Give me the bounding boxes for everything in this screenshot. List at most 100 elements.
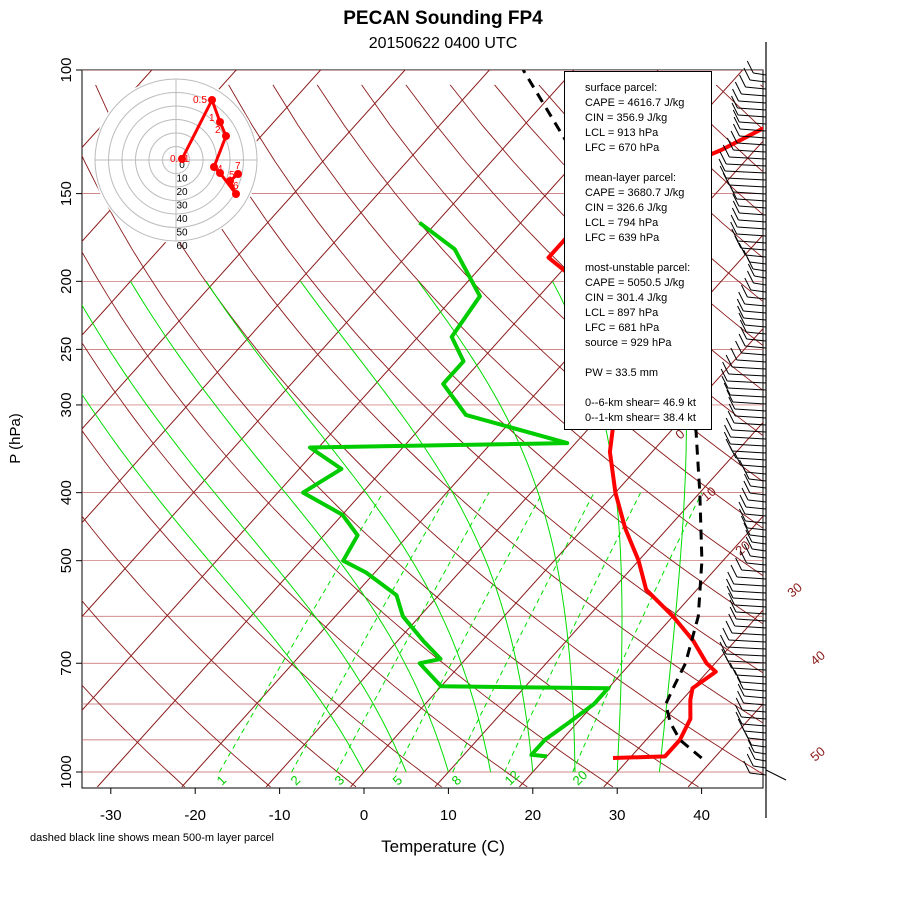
wind-barb	[726, 137, 734, 151]
wind-barb	[732, 200, 740, 214]
moist-adiabat-line	[417, 281, 576, 772]
wind-barb	[741, 569, 767, 573]
mu-source: source = 929 hPa	[585, 337, 672, 349]
wind-barb	[741, 723, 767, 727]
wind-barb	[743, 67, 751, 81]
isotherm-line	[434, 421, 763, 788]
wind-barb	[731, 667, 767, 671]
wind-barb	[725, 620, 733, 634]
wind-barb	[739, 121, 767, 125]
dry-adiabat-line	[715, 84, 763, 130]
mixing-ratio-label: 5	[390, 772, 406, 788]
moist-adiabat-line	[82, 393, 365, 773]
wind-barb	[732, 193, 740, 207]
isotherm-label: 40	[807, 648, 828, 669]
mean-lfc: LFC = 639 hPa	[585, 232, 660, 244]
wind-barb	[726, 585, 734, 599]
x-tick-label: -20	[184, 807, 206, 824]
mu-lfc: LFC = 681 hPa	[585, 322, 660, 334]
wind-barb	[734, 422, 767, 426]
wind-barb	[740, 550, 747, 564]
y-tick-label: 500	[58, 548, 75, 573]
wind-barb	[733, 116, 741, 130]
shear-0-1km: 0--1-km shear= 38.4 kt	[585, 412, 696, 424]
wind-barb	[743, 480, 751, 494]
hodograph-ring-label: 40	[176, 214, 188, 225]
wind-barb	[734, 81, 742, 95]
wind-barb	[727, 380, 767, 384]
wind-barb	[738, 291, 746, 305]
wind-barb	[739, 135, 767, 139]
y-tick-label: 300	[58, 392, 75, 417]
wind-barb	[743, 310, 767, 314]
wind-barb	[734, 452, 742, 466]
mixing-ratio-line	[335, 492, 490, 773]
hodograph-point	[216, 169, 224, 177]
wind-barb	[733, 597, 767, 601]
y-tick-label: 150	[58, 181, 75, 206]
wind-barb	[735, 415, 767, 419]
wind-barb	[745, 471, 767, 475]
wind-barb	[745, 529, 753, 543]
mixing-ratio-label: 1	[214, 772, 230, 788]
wind-barb	[725, 653, 767, 657]
wind-barb	[732, 429, 767, 433]
wind-barb	[750, 555, 767, 559]
surface-cin: CIN = 356.9 J/kg	[585, 112, 668, 124]
wind-barb	[743, 317, 767, 321]
mixing-ratio-lines	[82, 281, 703, 773]
y-tick-label: 1000	[58, 755, 75, 788]
wind-barb	[753, 72, 767, 76]
wind-barb	[730, 130, 738, 144]
mixing-ratio-label: 2	[288, 772, 304, 788]
wind-barb	[738, 219, 767, 223]
wind-barbs	[718, 42, 787, 818]
wind-barb	[737, 683, 745, 697]
mean-parcel-profile	[521, 70, 704, 760]
y-tick-label: 700	[58, 651, 75, 676]
wind-barb	[726, 578, 733, 592]
x-axis-label: Temperature (C)	[381, 837, 505, 856]
wind-barb	[737, 240, 767, 244]
wind-barb	[731, 95, 738, 109]
wind-barb	[738, 501, 746, 515]
dry-adiabat-line	[316, 84, 763, 529]
wind-barb	[744, 730, 767, 734]
wind-barb	[750, 485, 767, 489]
wind-barb	[744, 695, 767, 699]
dry-adiabat-line	[760, 84, 763, 88]
mean-cin: CIN = 326.6 J/kg	[585, 202, 668, 214]
wind-barb	[747, 527, 767, 531]
x-tick-label: -10	[269, 807, 291, 824]
x-tick-label: 20	[524, 807, 541, 824]
wind-barb	[727, 571, 735, 585]
hodograph: 0 10 20 30 40 50 60 0.01 0.512 456 7	[93, 77, 259, 252]
y-tick-label: 250	[58, 337, 75, 362]
wind-barb	[736, 618, 767, 622]
dry-adiabat-line	[82, 341, 528, 788]
isotherm-label: 50	[807, 744, 828, 765]
wind-barb	[728, 639, 767, 643]
hodograph-point-label: 2	[215, 125, 221, 136]
wind-barb	[752, 548, 767, 552]
mu-cape: CAPE = 5050.5 J/kg	[585, 277, 685, 289]
wind-barb	[747, 737, 767, 741]
wind-barb	[733, 669, 741, 683]
hodograph-point	[210, 163, 218, 171]
wind-barb	[726, 646, 767, 650]
hodograph-point	[234, 170, 242, 178]
wind-barb	[754, 751, 767, 755]
wind-barb	[738, 508, 746, 522]
wind-barb	[747, 270, 754, 284]
y-tick-label: 100	[58, 57, 75, 82]
wind-barb	[744, 324, 767, 328]
wind-barb	[749, 492, 767, 496]
hodograph-ring-label: 60	[176, 241, 188, 252]
wind-barb	[732, 88, 739, 102]
wind-barb	[727, 660, 767, 664]
wind-barb	[749, 534, 767, 538]
wind-barb	[732, 450, 767, 454]
mixing-ratio-label: 8	[449, 772, 465, 788]
wind-barb	[740, 515, 748, 529]
